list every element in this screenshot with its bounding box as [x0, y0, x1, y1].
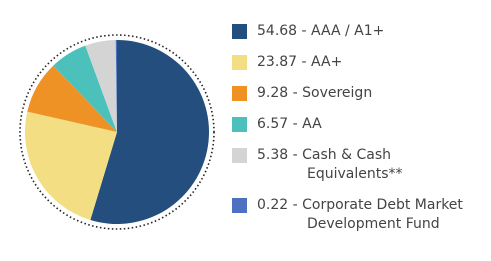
legend-swatch [232, 24, 247, 39]
pie-slice [53, 45, 117, 132]
pie-slice [24, 111, 117, 221]
pie-slice [115, 40, 117, 132]
legend-swatch [232, 148, 247, 163]
pie-slice [90, 40, 209, 224]
legend-label: 9.28 - Sovereign [257, 85, 373, 101]
legend-label: 0.22 - Corporate Debt Market Development… [257, 197, 463, 232]
legend-item: 9.28 - Sovereign [232, 84, 486, 103]
legend-swatch [232, 86, 247, 101]
pie-slice [27, 65, 117, 132]
legend-item: 0.22 - Corporate Debt Market Development… [232, 196, 486, 234]
legend-item: 54.68 - AAA / A1+ [232, 22, 486, 41]
legend-swatch [232, 198, 247, 213]
legend-label: 6.57 - AA [257, 116, 322, 132]
legend-label: 5.38 - Cash & Cash Equivalents** [257, 147, 403, 182]
legend: 54.68 - AAA / A1+ 23.87 - AA+ 9.28 - Sover… [232, 22, 486, 246]
legend-swatch [232, 55, 247, 70]
legend-swatch [232, 117, 247, 132]
dotted-ring [19, 34, 215, 230]
legend-label: 23.87 - AA+ [257, 54, 343, 70]
chart [19, 34, 215, 230]
legend-item: 6.57 - AA [232, 115, 486, 134]
legend-item: 5.38 - Cash & Cash Equivalents** [232, 146, 486, 184]
legend-item: 23.87 - AA+ [232, 53, 486, 72]
legend-label: 54.68 - AAA / A1+ [257, 23, 385, 39]
pie-slice [85, 40, 117, 132]
